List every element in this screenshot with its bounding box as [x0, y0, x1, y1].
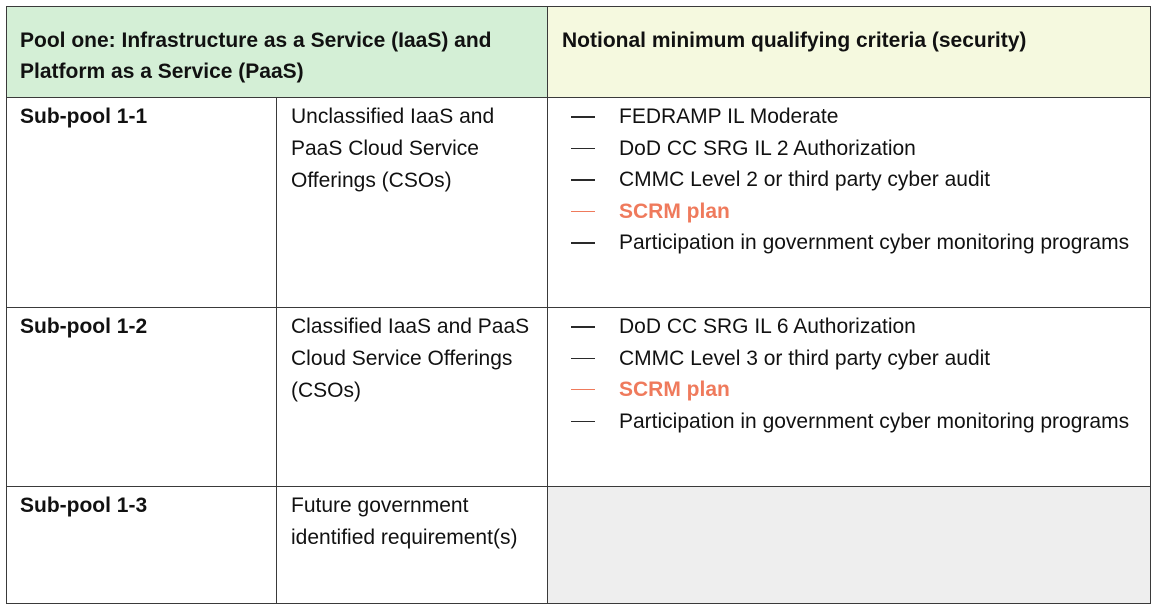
criteria-item-text: SCRM plan: [619, 199, 730, 223]
criteria-cell: FEDRAMP IL Moderate DoD CC SRG IL 2 Auth…: [547, 97, 1151, 308]
dash-bullet-icon: [571, 242, 595, 244]
criteria-item-text: DoD CC SRG IL 6 Authorization: [619, 315, 916, 338]
sub-pool-name-text: Sub-pool 1-3: [20, 494, 148, 517]
criteria-item-highlighted: SCRM plan: [548, 196, 1138, 228]
dash-bullet-icon: [571, 179, 595, 181]
sub-pool-name: Sub-pool 1-3: [6, 486, 277, 604]
table-row: Sub-pool 1-1 Unclassified IaaS and PaaS …: [6, 97, 1151, 308]
criteria-item-text: CMMC Level 2 or third party cyber audit: [619, 168, 991, 191]
criteria-title-header: Notional minimum qualifying criteria (se…: [547, 6, 1151, 98]
criteria-item: FEDRAMP IL Moderate: [548, 101, 1138, 133]
dash-bullet-icon: [571, 389, 595, 390]
criteria-item-text: Participation in government cyber monito…: [619, 231, 1130, 254]
sub-pool-description-text: Classified IaaS and PaaS Cloud Service O…: [291, 315, 530, 402]
criteria-item: CMMC Level 2 or third party cyber audit: [548, 164, 1138, 196]
criteria-item-text: CMMC Level 3 or third party cyber audit: [619, 346, 991, 370]
sub-pool-description: Future government identified requirement…: [276, 486, 548, 604]
dash-bullet-icon: [571, 326, 595, 328]
criteria-table: Pool one: Infrastructure as a Service (I…: [6, 6, 1151, 604]
sub-pool-description-text: Unclassified IaaS and PaaS Cloud Service…: [291, 105, 495, 192]
criteria-item: CMMC Level 3 or third party cyber audit: [548, 343, 1138, 375]
criteria-item: Participation in government cyber monito…: [548, 406, 1138, 438]
dash-bullet-icon: [571, 210, 595, 212]
sub-pool-name-text: Sub-pool 1-2: [20, 315, 148, 338]
criteria-title-text: Notional minimum qualifying criteria (se…: [562, 29, 1027, 52]
criteria-item: DoD CC SRG IL 2 Authorization: [548, 133, 1138, 165]
criteria-item-text: DoD CC SRG IL 2 Authorization: [619, 136, 916, 160]
pool-title-text: Pool one: Infrastructure as a Service (I…: [20, 29, 492, 83]
dash-bullet-icon: [571, 116, 595, 118]
sub-pool-name: Sub-pool 1-2: [6, 307, 277, 487]
criteria-cell-empty: [547, 486, 1151, 604]
sub-pool-description: Classified IaaS and PaaS Cloud Service O…: [276, 307, 548, 487]
criteria-item-text: SCRM plan: [619, 378, 730, 401]
criteria-item-text: FEDRAMP IL Moderate: [619, 105, 839, 128]
dash-bullet-icon: [571, 147, 595, 149]
dash-bullet-icon: [571, 357, 595, 359]
criteria-table-container: Pool one: Infrastructure as a Service (I…: [6, 6, 1151, 604]
sub-pool-description: Unclassified IaaS and PaaS Cloud Service…: [276, 97, 548, 308]
dash-bullet-icon: [571, 420, 595, 422]
criteria-item-text: Participation in government cyber monito…: [619, 409, 1130, 433]
criteria-item-highlighted: SCRM plan: [548, 374, 1138, 406]
sub-pool-description-text: Future government identified requirement…: [291, 494, 518, 549]
criteria-list: FEDRAMP IL Moderate DoD CC SRG IL 2 Auth…: [548, 101, 1138, 259]
criteria-item: DoD CC SRG IL 6 Authorization: [548, 311, 1138, 343]
sub-pool-name: Sub-pool 1-1: [6, 97, 277, 308]
criteria-item: Participation in government cyber monito…: [548, 227, 1138, 259]
table-row: Sub-pool 1-2 Classified IaaS and PaaS Cl…: [6, 307, 1151, 487]
criteria-cell: DoD CC SRG IL 6 Authorization CMMC Level…: [547, 307, 1151, 487]
table-row: Sub-pool 1-3 Future government identifie…: [6, 486, 1151, 604]
pool-title-header: Pool one: Infrastructure as a Service (I…: [6, 6, 548, 98]
criteria-list: DoD CC SRG IL 6 Authorization CMMC Level…: [548, 311, 1138, 437]
sub-pool-name-text: Sub-pool 1-1: [20, 105, 148, 128]
table-header-row: Pool one: Infrastructure as a Service (I…: [6, 6, 1151, 98]
